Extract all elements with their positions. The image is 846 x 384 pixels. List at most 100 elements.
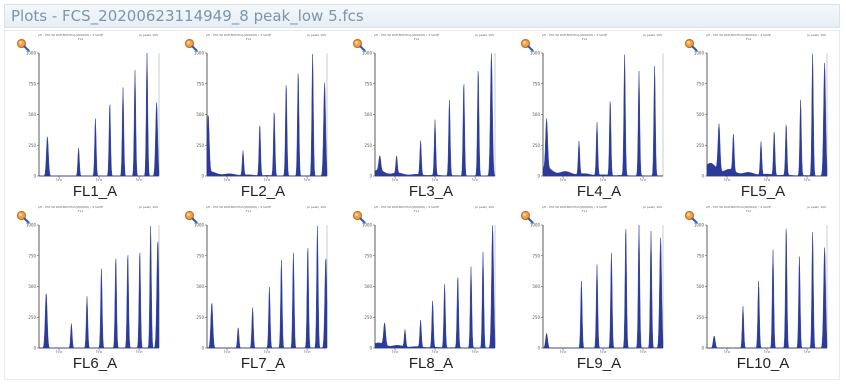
y-tick-label: 250	[196, 143, 204, 148]
y-tick-label: 250	[28, 143, 36, 148]
y-tick-label: 0	[33, 346, 36, 351]
plot-header-line1: pH - FAT WI PATLBOOTCA(000000) / 4 SAVE	[206, 33, 271, 37]
x-tick-label: 10⁶	[304, 350, 311, 353]
plots-window-titlebar: Plots - FCS_20200623114949_8 peak_low 5.…	[4, 4, 840, 28]
y-tick-label: 1000	[194, 51, 205, 56]
zoom-magnifier-icon[interactable]	[352, 210, 366, 224]
y-tick-label: 500	[696, 112, 704, 117]
histogram-area	[707, 229, 828, 349]
plot-header-line2: FL1	[414, 37, 420, 41]
y-tick-label: 250	[364, 143, 372, 148]
zoom-magnifier-icon[interactable]	[184, 210, 198, 224]
plot-header-right: (a peak) 100	[806, 33, 826, 37]
x-tick-label: 10⁴	[600, 178, 607, 181]
histogram-plot[interactable]: 0 250 500 750 1000 10² 10⁴ 10⁶	[341, 31, 509, 181]
x-tick-label: 10⁴	[764, 350, 771, 353]
x-tick-label: 10²	[56, 350, 63, 353]
x-tick-label: 10⁴	[96, 178, 103, 181]
plot-parameter-label: FL5_A	[740, 183, 786, 200]
x-tick-label: 10⁶	[804, 178, 811, 181]
x-tick-label: 10⁴	[432, 178, 439, 181]
x-tick-label: 10²	[224, 178, 231, 181]
x-tick-label: 10²	[392, 178, 399, 181]
histogram-area	[706, 53, 828, 177]
plot-cell: pH - FAT WI PATLBOOTCA(000000) / 4 SAVE F…	[509, 31, 677, 201]
histogram-plot[interactable]: 0 250 500 750 1000 10² 10⁴ 10⁶	[509, 31, 677, 181]
plot-header-line1: pH - FAT WI PATLBOOTCA(000000) / 4 SAVE	[706, 33, 771, 37]
plot-header-line2: FL1	[746, 37, 752, 41]
plot-parameter-label: FL8_A	[408, 355, 454, 372]
y-tick-label: 250	[532, 315, 540, 320]
plot-header-text: pH - FAT WI PATLBOOTCA(000000) / 4 SAVE F…	[706, 33, 826, 49]
y-tick-label: 0	[201, 346, 204, 351]
plot-header-line2: FL1	[246, 209, 252, 213]
y-tick-label: 250	[196, 315, 204, 320]
plot-header-line1: pH - FAT WI PATLBOOTCA(000000) / 4 SAVE	[206, 205, 271, 209]
x-tick-label: 10²	[560, 178, 567, 181]
y-tick-label: 250	[696, 315, 704, 320]
plot-cell: pH - FAT WI PATLBOOTCA(000000) / 4 SAVE F…	[5, 31, 173, 201]
zoom-magnifier-icon[interactable]	[520, 210, 534, 224]
y-tick-label: 500	[696, 284, 704, 289]
plot-cell: pH - FAT WI PATLBOOTCA(000000) / 4 SAVE F…	[173, 203, 341, 373]
x-tick-label: 10²	[392, 350, 399, 353]
plot-cell: pH - FAT WI PATLBOOTCA(000000) / 4 SAVE F…	[673, 203, 841, 373]
plot-header-line2: FL1	[246, 37, 252, 41]
plot-header-line2: FL1	[414, 209, 420, 213]
y-tick-label: 500	[532, 112, 540, 117]
y-tick-label: 1000	[362, 51, 373, 56]
y-tick-label: 0	[537, 174, 540, 179]
zoom-magnifier-icon[interactable]	[16, 210, 30, 224]
x-tick-label: 10⁴	[264, 178, 271, 181]
y-tick-label: 500	[196, 284, 204, 289]
zoom-magnifier-icon[interactable]	[184, 38, 198, 52]
plot-parameter-label: FL1_A	[72, 183, 118, 200]
plot-header-text: pH - FAT WI PATLBOOTCA(000000) / 4 SAVE F…	[374, 205, 494, 221]
histogram-area	[374, 225, 496, 349]
plot-header-right: (a peak) 100	[474, 33, 494, 37]
y-tick-label: 750	[532, 81, 540, 86]
histogram-plot[interactable]: 0 250 500 750 1000 10² 10⁴ 10⁶	[341, 203, 509, 353]
plot-header-text: pH - FAT WI PATLBOOTCA(000000) / 4 SAVE F…	[38, 33, 158, 49]
y-tick-label: 750	[196, 81, 204, 86]
histogram-area	[39, 226, 160, 349]
x-tick-label: 10⁴	[264, 350, 271, 353]
plot-header-right: (a peak) 100	[642, 33, 662, 37]
histogram-plot[interactable]: 0 250 500 750 1000 10² 10⁴ 10⁶	[5, 203, 173, 353]
histogram-plot[interactable]: 0 250 500 750 1000 10² 10⁴ 10⁶	[173, 31, 341, 181]
plot-parameter-label: FL9_A	[576, 355, 622, 372]
plot-parameter-label: FL10_A	[736, 355, 790, 372]
x-tick-label: 10⁶	[304, 178, 311, 181]
zoom-magnifier-icon[interactable]	[352, 38, 366, 52]
zoom-magnifier-icon[interactable]	[684, 210, 698, 224]
zoom-magnifier-icon[interactable]	[684, 38, 698, 52]
plot-header-line2: FL1	[746, 209, 752, 213]
plot-cell: pH - FAT WI PATLBOOTCA(000000) / 4 SAVE F…	[341, 31, 509, 201]
y-tick-label: 250	[364, 315, 372, 320]
plot-header-right: (a peak) 100	[138, 33, 158, 37]
histogram-area	[374, 53, 496, 177]
x-tick-label: 10⁶	[804, 350, 811, 353]
plot-header-line1: pH - FAT WI PATLBOOTCA(000000) / 4 SAVE	[542, 33, 607, 37]
y-tick-label: 1000	[194, 223, 205, 228]
plot-header-line1: pH - FAT WI PATLBOOTCA(000000) / 4 SAVE	[706, 205, 771, 209]
plot-cell: pH - FAT WI PATLBOOTCA(000000) / 4 SAVE F…	[509, 203, 677, 373]
histogram-plot[interactable]: 0 250 500 750 1000 10² 10⁴ 10⁶	[673, 203, 841, 353]
histogram-plot[interactable]: 0 250 500 750 1000 10² 10⁴ 10⁶	[173, 203, 341, 353]
x-tick-label: 10⁴	[600, 350, 607, 353]
plot-header-line1: pH - FAT WI PATLBOOTCA(000000) / 4 SAVE	[542, 205, 607, 209]
histogram-plot[interactable]: 0 250 500 750 1000 10² 10⁴ 10⁶	[673, 31, 841, 181]
histogram-plot[interactable]: 0 250 500 750 1000 10² 10⁴ 10⁶	[5, 31, 173, 181]
plot-header-line2: FL1	[78, 209, 84, 213]
x-tick-label: 10⁴	[764, 178, 771, 181]
plot-header-line1: pH - FAT WI PATLBOOTCA(000000) / 4 SAVE	[374, 33, 439, 37]
y-tick-label: 500	[364, 284, 372, 289]
plot-header-right: (a peak) 100	[138, 205, 158, 209]
zoom-magnifier-icon[interactable]	[520, 38, 534, 52]
plot-header-text: pH - FAT WI PATLBOOTCA(000000) / 4 SAVE F…	[38, 205, 158, 221]
zoom-magnifier-icon[interactable]	[16, 38, 30, 52]
x-tick-label: 10²	[724, 178, 731, 181]
y-tick-label: 250	[696, 143, 704, 148]
histogram-plot[interactable]: 0 250 500 750 1000 10² 10⁴ 10⁶	[509, 203, 677, 353]
y-tick-label: 750	[28, 81, 36, 86]
